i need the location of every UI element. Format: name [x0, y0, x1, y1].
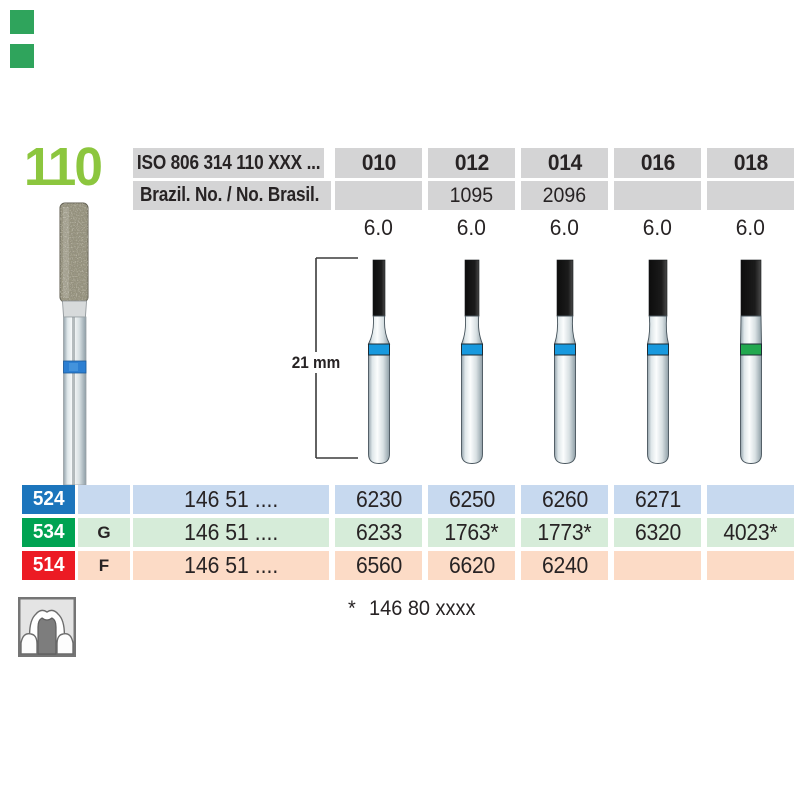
- head-length-value-016-text: 6.0: [642, 215, 673, 240]
- size-column-header-016-text: 016: [640, 150, 675, 175]
- order-number-cell-534-014-text: 1773*: [537, 519, 592, 545]
- brazil-number-label-cell: Brazil. No. / No. Brasil.: [133, 181, 331, 210]
- order-number-cell-524-014: 6260: [521, 485, 608, 514]
- bur-drawing: [460, 259, 483, 464]
- product-photo: [50, 195, 98, 490]
- brazil-number-cell-010: [335, 181, 422, 210]
- grit-badge-534: 534: [22, 518, 75, 547]
- order-number-cell-514-010: 6560: [335, 551, 422, 580]
- order-number-cell-534-016-text: 6320: [634, 519, 681, 545]
- order-number-cell-514-014-text: 6240: [541, 552, 588, 578]
- brazil-number-cell-014-text: 2096: [542, 183, 587, 207]
- order-number-cell-514-012-text: 6620: [448, 552, 495, 578]
- order-number-cell-524-010: 6230: [335, 485, 422, 514]
- head-length-value-018-text: 6.0: [735, 215, 766, 240]
- order-number-cell-534-016: 6320: [614, 518, 701, 547]
- stem-number-cell-524-text: 146 51 ....: [183, 486, 279, 512]
- bur-drawing: [553, 259, 576, 464]
- brazil-number-label: Brazil. No. / No. Brasil.: [140, 184, 320, 206]
- grit-badge-514: 514: [22, 551, 75, 580]
- order-number-cell-514-016: [614, 551, 701, 580]
- footnote-text: 146 80 xxxx: [369, 597, 476, 620]
- tooth-icon-box: [18, 597, 76, 662]
- order-number-cell-524-012: 6250: [428, 485, 515, 514]
- bur-illustration-018: [737, 258, 765, 470]
- grit-letter-cell-524: [78, 485, 130, 514]
- size-column-header-014: 014: [521, 148, 608, 178]
- order-number-cell-514-018: [707, 551, 794, 580]
- head-length-value-010: 6.0: [335, 213, 422, 243]
- footnote: * 146 80 xxxx: [348, 597, 481, 621]
- bur-illustration-010: [365, 258, 393, 470]
- head-length-value-018: 6.0: [707, 213, 794, 243]
- bur-illustration-012: [458, 258, 486, 470]
- head-length-value-014: 6.0: [521, 213, 608, 243]
- page-tab-mark: [10, 10, 34, 34]
- brazil-number-cell-016: [614, 181, 701, 210]
- grit-letter-cell-534: G: [78, 518, 130, 547]
- order-number-cell-524-014-text: 6260: [541, 486, 588, 512]
- size-column-header-016: 016: [614, 148, 701, 178]
- brazil-number-cell-018: [707, 181, 794, 210]
- iso-number-label-cell: ISO 806 314 110 XXX ...: [133, 148, 324, 178]
- order-number-cell-524-016-text: 6271: [634, 486, 681, 512]
- stem-number-cell-534-text: 146 51 ....: [183, 519, 279, 545]
- grit-letter-cell-534-text: G: [97, 522, 111, 542]
- order-number-cell-534-010-text: 6233: [355, 519, 402, 545]
- head-length-value-012: 6.0: [428, 213, 515, 243]
- size-column-header-010-text: 010: [361, 150, 396, 175]
- size-column-header-018-text: 018: [733, 150, 768, 175]
- grit-letter-cell-514: F: [78, 551, 130, 580]
- bur-illustration-016: [644, 258, 672, 470]
- order-number-cell-534-018: 4023*: [707, 518, 794, 547]
- brazil-number-cell-014: 2096: [521, 181, 608, 210]
- order-number-cell-524-012-text: 6250: [448, 486, 495, 512]
- head-length-value-012-text: 6.0: [456, 215, 487, 240]
- grit-badge-524-text: 524: [32, 488, 65, 510]
- stem-number-cell-514-text: 146 51 ....: [183, 552, 279, 578]
- head-length-value-016: 6.0: [614, 213, 701, 243]
- size-column-header-010: 010: [335, 148, 422, 178]
- size-column-header-012: 012: [428, 148, 515, 178]
- dimension-label: 21 mm: [291, 352, 341, 372]
- brazil-number-cell-012-text: 1095: [449, 183, 494, 207]
- order-number-cell-524-016: 6271: [614, 485, 701, 514]
- bur-drawing: [367, 259, 390, 464]
- bur-illustration-014: [551, 258, 579, 470]
- size-column-header-012-text: 012: [454, 150, 489, 175]
- order-number-cell-534-014: 1773*: [521, 518, 608, 547]
- tooth-preparation-icon: [18, 597, 76, 657]
- bur-drawing: [646, 259, 669, 464]
- size-column-header-014-text: 014: [547, 150, 582, 175]
- order-number-cell-534-012: 1763*: [428, 518, 515, 547]
- order-number-cell-514-010-text: 6560: [355, 552, 402, 578]
- dimension-label-box: 21 mm: [287, 352, 345, 373]
- grit-letter-cell-514-text: F: [98, 555, 110, 575]
- grit-badge-514-text: 514: [32, 554, 65, 576]
- head-length-value-010-text: 6.0: [363, 215, 394, 240]
- diamond-bur-photo: [59, 202, 89, 486]
- order-number-cell-524-018: [707, 485, 794, 514]
- order-number-cell-534-018-text: 4023*: [723, 519, 778, 545]
- order-number-cell-524-010-text: 6230: [355, 486, 402, 512]
- order-number-cell-514-012: 6620: [428, 551, 515, 580]
- page-tab-mark: [10, 44, 34, 68]
- stem-number-cell-514: 146 51 ....: [133, 551, 329, 580]
- footnote-marker: *: [348, 597, 356, 620]
- stem-number-cell-534: 146 51 ....: [133, 518, 329, 547]
- size-column-header-018: 018: [707, 148, 794, 178]
- order-number-cell-534-012-text: 1763*: [444, 519, 499, 545]
- product-number: 110: [24, 137, 103, 197]
- order-number-cell-514-014: 6240: [521, 551, 608, 580]
- bur-drawing: [739, 259, 762, 464]
- order-number-cell-534-010: 6233: [335, 518, 422, 547]
- brazil-number-cell-012: 1095: [428, 181, 515, 210]
- iso-number-label: ISO 806 314 110 XXX ...: [136, 151, 321, 174]
- head-length-value-014-text: 6.0: [549, 215, 580, 240]
- stem-number-cell-524: 146 51 ....: [133, 485, 329, 514]
- grit-badge-524: 524: [22, 485, 75, 514]
- grit-badge-534-text: 534: [32, 521, 65, 543]
